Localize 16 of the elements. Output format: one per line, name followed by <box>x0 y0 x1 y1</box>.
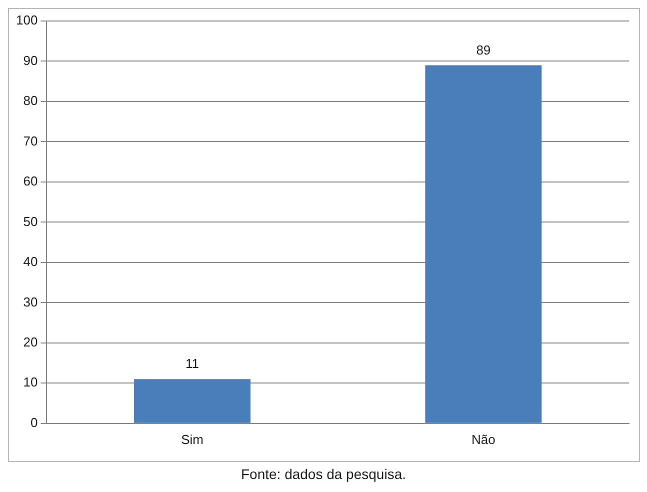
y-tick-label: 40 <box>23 254 38 270</box>
data-label: 89 <box>476 42 491 58</box>
y-tick-label: 60 <box>23 174 38 189</box>
y-tick-label: 80 <box>23 93 38 108</box>
y-tick-label: 30 <box>23 294 38 310</box>
y-tick-label: 10 <box>23 374 38 390</box>
x-tick-label: Sim <box>181 432 204 447</box>
y-tick-label: 50 <box>23 214 38 229</box>
y-tick-label: 70 <box>23 133 38 148</box>
y-tick-label: 100 <box>16 12 38 28</box>
data-label: 11 <box>186 356 200 372</box>
y-tick-label: 90 <box>23 52 38 68</box>
x-tick-label: Não <box>471 432 496 447</box>
source-note: Fonte: dados da pesquisa. <box>240 466 407 482</box>
y-tick-label: 0 <box>30 414 38 430</box>
y-tick-label: 20 <box>23 334 38 350</box>
